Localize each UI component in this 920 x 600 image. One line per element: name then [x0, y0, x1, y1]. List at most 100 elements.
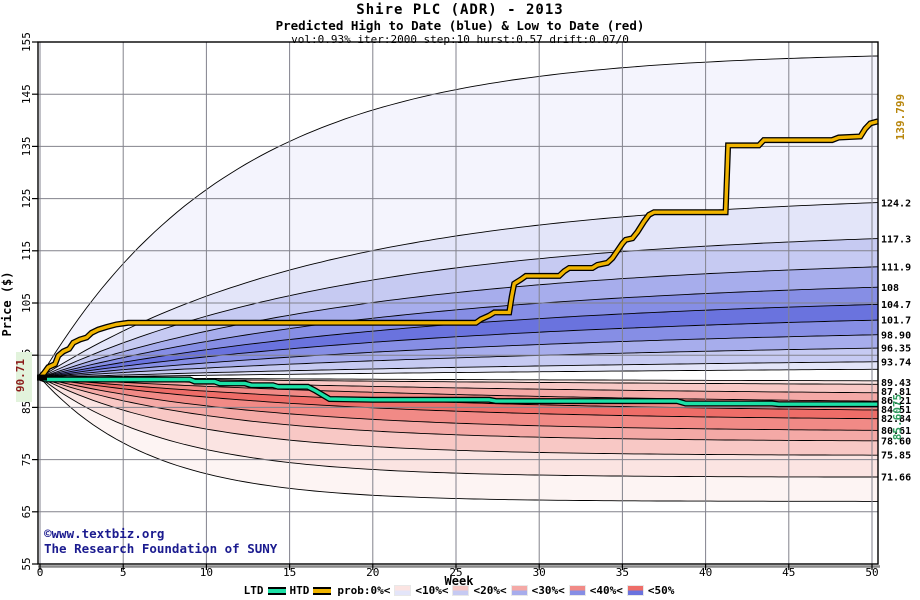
low-band	[40, 377, 878, 502]
right-value-label: 117.3	[881, 234, 911, 245]
high-band	[40, 361, 878, 378]
y-tick-label: 135	[20, 136, 33, 156]
probability-band-swatch	[510, 585, 528, 596]
low-band	[40, 377, 878, 431]
htd-line	[38, 119, 879, 379]
legend-htd-label: HTD	[289, 584, 310, 597]
y-tick-label: 65	[20, 505, 33, 518]
x-tick-label: 35	[616, 566, 629, 579]
decile-curve	[39, 368, 878, 379]
x-tick-label: 50	[865, 566, 878, 579]
x-tick-label: 0	[37, 566, 44, 579]
decile-curve	[39, 377, 879, 431]
decile-curve	[39, 347, 879, 379]
title-block: Shire PLC (ADR) - 2013 Predicted High to…	[0, 2, 920, 46]
right-value-label: 111.9	[881, 262, 911, 273]
decile-curve	[39, 377, 878, 478]
probability-band-swatch	[568, 585, 586, 596]
decile-curve	[39, 361, 879, 379]
x-tick-label: 45	[782, 566, 795, 579]
chart-subtitle: Predicted High to Date (blue) & Low to D…	[275, 18, 645, 33]
x-tick-label: 5	[120, 566, 127, 579]
probability-band-legend: prob:0%< <10%< <20%< <30%< <40%< <50%	[335, 584, 676, 597]
right-value-label: 89.43	[881, 378, 911, 389]
high-band	[40, 202, 878, 378]
right-value-label: 104.7	[881, 300, 911, 311]
decile-curve	[39, 377, 878, 402]
low-band	[40, 377, 878, 456]
right-value-label: 87.81	[881, 387, 911, 398]
copyright-url: ©www.textbiz.org	[44, 526, 165, 541]
probability-band-swatch	[452, 585, 470, 596]
right-value-label: 124.2	[881, 198, 911, 209]
low-band	[40, 377, 878, 441]
low-band	[40, 377, 878, 385]
x-tick-label: 30	[533, 566, 546, 579]
probability-bands	[40, 56, 878, 502]
legend-prob-label: prob:0%<	[337, 584, 391, 597]
legend: LTD HTD prob:0%< <10%< <20%< <30%< <40%< <50%	[0, 584, 920, 597]
ltd-final-label: 85.6075	[891, 394, 904, 440]
right-value-label: 75.85	[881, 451, 911, 462]
decile-curve	[39, 286, 879, 379]
right-value-label: 82.84	[881, 414, 911, 425]
right-value-label: 96.35	[881, 344, 911, 355]
right-value-label: 86.21	[881, 396, 911, 407]
low-band	[40, 377, 878, 477]
x-tick-label: 25	[449, 566, 462, 579]
right-value-label: 93.74	[881, 357, 911, 368]
low-band	[40, 377, 878, 402]
chart-title: Shire PLC (ADR) - 2013	[356, 2, 564, 18]
x-tick-label: 10	[200, 566, 213, 579]
right-value-label: 78.60	[881, 436, 911, 447]
decile-curve	[39, 55, 879, 378]
legend-prob-label: <30%<	[531, 584, 565, 597]
legend-prob-label: <50%	[647, 584, 675, 597]
ltd-line-swatch	[267, 586, 286, 595]
right-value-label: 101.7	[881, 316, 911, 327]
decile-curve	[39, 202, 879, 378]
high-band	[40, 266, 878, 378]
x-tick-label: 40	[699, 566, 712, 579]
week-axis-title: Week	[445, 574, 475, 588]
legend-prob-label: <10%<	[415, 584, 449, 597]
low-band	[40, 377, 878, 419]
htd-line-swatch	[313, 586, 332, 595]
x-tick-label: 15	[283, 566, 296, 579]
right-value-label: 84.51	[881, 405, 911, 416]
probability-band-swatch	[394, 585, 412, 596]
start-price-label: 90.71	[14, 359, 27, 392]
decile-curve	[39, 377, 878, 502]
high-band	[40, 56, 878, 378]
start-point-marker	[37, 374, 47, 381]
probability-band-swatch	[626, 585, 644, 596]
right-value-label: 98.90	[881, 330, 911, 341]
y-tick-label: 85	[20, 401, 33, 414]
price-axis-title: Price ($)	[0, 271, 14, 336]
y-tick-label: 155	[20, 32, 33, 52]
ltd-line	[39, 376, 878, 406]
x-tick-label: 20	[366, 566, 379, 579]
htd-final-label: 139.799	[894, 94, 907, 140]
decile-curve	[39, 266, 879, 379]
chart-params: vol:0.93% iter:2000 step:10 hurst:0.57 d…	[291, 33, 629, 46]
high-band	[40, 304, 878, 378]
decile-curve	[39, 377, 878, 456]
y-tick-label: 75	[20, 453, 33, 466]
y-tick-label: 125	[20, 189, 33, 209]
price-lines	[37, 118, 879, 408]
decile-curve	[39, 377, 878, 442]
legend-prob-label: <20%<	[473, 584, 507, 597]
high-band	[40, 287, 878, 378]
start-price-label-bg	[16, 352, 32, 402]
y-tick-label: 55	[20, 557, 33, 570]
legend-ltd-label: LTD	[243, 584, 264, 597]
low-band	[40, 377, 878, 393]
right-value-label: 71.66	[881, 473, 911, 484]
decile-curve	[39, 377, 878, 420]
decile-curve	[39, 319, 879, 379]
high-band	[40, 320, 878, 378]
decile-curve	[39, 334, 879, 379]
legend-prob-label: <40%<	[589, 584, 623, 597]
